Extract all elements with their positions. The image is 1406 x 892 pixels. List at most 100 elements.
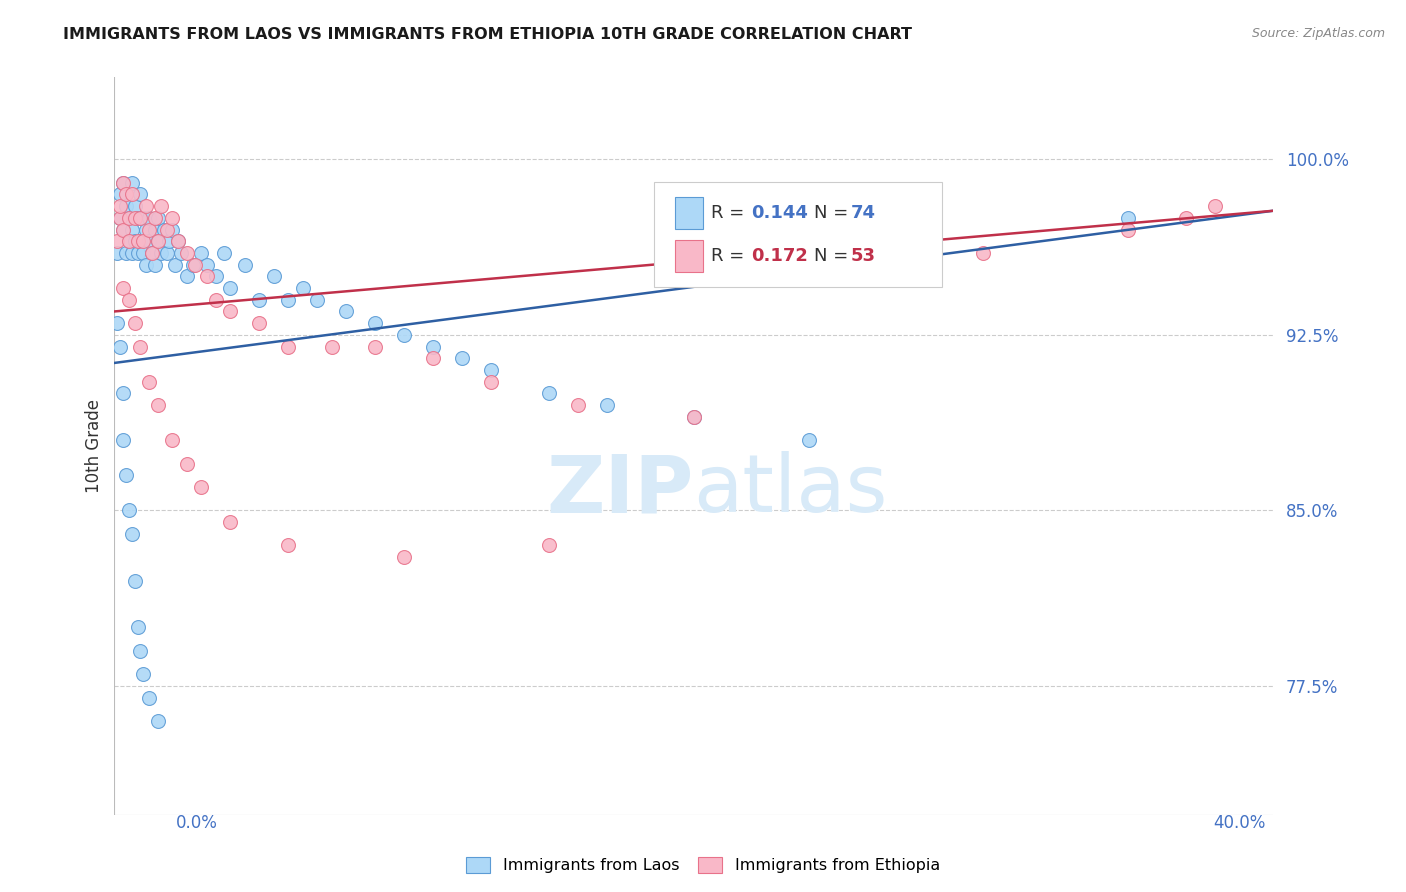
Point [190, 246, 212, 260]
Text: 53: 53 [851, 246, 876, 265]
Point [277, 538, 299, 552]
Point [392, 550, 415, 565]
Point [219, 304, 242, 318]
Point [118, 234, 141, 248]
Point [121, 187, 143, 202]
Text: Source: ZipAtlas.com: Source: ZipAtlas.com [1251, 27, 1385, 40]
Point [108, 211, 131, 225]
Point [105, 316, 128, 330]
Point [972, 246, 994, 260]
Point [118, 234, 141, 248]
Point [108, 340, 131, 354]
Point [132, 211, 155, 225]
Point [233, 258, 256, 272]
Point [204, 269, 226, 284]
Point [121, 222, 143, 236]
Point [108, 211, 131, 225]
Point [451, 351, 474, 366]
Point [167, 234, 190, 248]
Point [143, 211, 166, 225]
Point [138, 690, 160, 705]
Point [118, 211, 141, 225]
Point [115, 246, 138, 260]
Point [277, 293, 299, 307]
Point [335, 304, 357, 318]
Point [307, 293, 329, 307]
Point [152, 222, 174, 236]
Point [176, 457, 198, 471]
Point [422, 351, 444, 366]
Point [138, 222, 160, 236]
Point [105, 246, 128, 260]
Point [112, 176, 135, 190]
Point [121, 176, 143, 190]
Point [170, 246, 193, 260]
Point [124, 574, 146, 588]
Point [129, 234, 152, 248]
Point [146, 234, 169, 248]
Text: ZIP: ZIP [547, 451, 693, 529]
Legend: Immigrants from Laos, Immigrants from Ethiopia: Immigrants from Laos, Immigrants from Et… [460, 850, 946, 880]
Point [121, 526, 143, 541]
Point [112, 222, 135, 236]
Point [141, 246, 163, 260]
Text: R =: R = [711, 203, 751, 222]
Point [214, 246, 236, 260]
Point [682, 409, 704, 424]
Point [159, 234, 181, 248]
Point [129, 644, 152, 658]
Point [263, 269, 285, 284]
Point [118, 211, 141, 225]
Point [176, 246, 198, 260]
Point [149, 246, 172, 260]
Point [146, 211, 169, 225]
Point [132, 234, 155, 248]
Point [567, 398, 589, 412]
Point [149, 199, 172, 213]
Point [162, 433, 184, 447]
Point [176, 269, 198, 284]
Point [138, 211, 160, 225]
Point [219, 281, 242, 295]
Point [129, 340, 152, 354]
Point [138, 375, 160, 389]
Point [112, 386, 135, 401]
Point [118, 293, 141, 307]
Point [127, 211, 149, 225]
Point [115, 199, 138, 213]
Point [132, 667, 155, 681]
Point [105, 234, 128, 248]
Text: 40.0%: 40.0% [1213, 814, 1265, 831]
Point [195, 258, 218, 272]
Point [138, 234, 160, 248]
Point [127, 246, 149, 260]
Point [135, 199, 157, 213]
Point [112, 433, 135, 447]
Point [277, 340, 299, 354]
Text: N =: N = [814, 246, 853, 265]
Point [155, 222, 177, 236]
Point [167, 234, 190, 248]
Point [422, 340, 444, 354]
Point [364, 316, 387, 330]
Point [247, 293, 270, 307]
Point [121, 246, 143, 260]
Point [392, 327, 415, 342]
Text: 74: 74 [851, 203, 876, 222]
Point [146, 398, 169, 412]
Point [129, 211, 152, 225]
Point [127, 234, 149, 248]
Point [118, 503, 141, 517]
Point [291, 281, 314, 295]
Point [537, 538, 560, 552]
Point [155, 246, 177, 260]
Text: 0.0%: 0.0% [176, 814, 218, 831]
Point [108, 199, 131, 213]
Point [141, 246, 163, 260]
Point [112, 281, 135, 295]
Point [219, 515, 242, 529]
Point [595, 398, 617, 412]
Point [132, 246, 155, 260]
Text: N =: N = [814, 203, 853, 222]
Point [479, 375, 502, 389]
